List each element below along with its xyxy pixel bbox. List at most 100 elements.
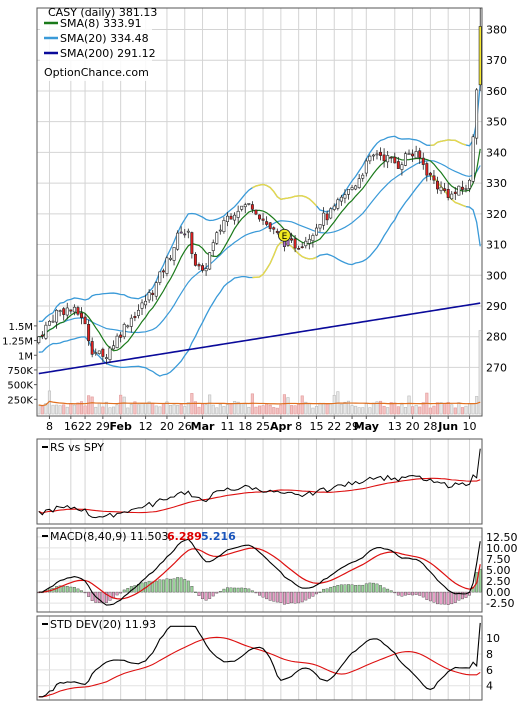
volume-bar (272, 407, 276, 415)
volume-bar (254, 406, 258, 415)
volume-bar (350, 405, 354, 415)
candle-body (94, 352, 98, 354)
volume-bar (371, 402, 375, 415)
candle-body (165, 257, 169, 274)
volume-bar (293, 405, 297, 415)
price-tick-label: 270 (486, 361, 507, 374)
candle-body (453, 191, 457, 194)
candle-body (169, 257, 172, 260)
volume-bar (403, 406, 408, 415)
std-line (38, 622, 481, 698)
volume-tick-label: 1M (18, 351, 33, 362)
volume-bar (225, 404, 230, 415)
volume-bar (378, 400, 383, 415)
price-tick-label: 350 (486, 116, 507, 129)
date-tick-label: 20 (160, 420, 174, 433)
bollinger-lower-line (38, 175, 481, 377)
macd-value-b: 5.216 (201, 530, 236, 543)
candle-body (193, 253, 197, 266)
volume-bar (446, 402, 450, 415)
macd-histogram-bar (311, 591, 315, 597)
candle-body (186, 230, 190, 233)
candle-body (243, 204, 247, 208)
volume-bar (460, 407, 464, 415)
volume-bar (332, 395, 336, 415)
macd-histogram-bar (428, 591, 432, 602)
volume-bar (115, 404, 119, 415)
macd-histogram-bar (240, 587, 244, 593)
volume-bar (457, 402, 461, 415)
macd-histogram-bar (450, 591, 454, 605)
volume-bar (126, 407, 130, 415)
macd-tick-label: 2.50 (486, 575, 511, 588)
macd-histogram-bar (339, 584, 343, 593)
candle-body (69, 309, 73, 312)
macd-line (38, 538, 481, 606)
price-tick-label: 290 (486, 300, 507, 313)
macd-histogram-bar (161, 579, 165, 593)
sma8-line (38, 148, 481, 352)
candle-body (250, 204, 254, 210)
macd-histogram-bar (336, 584, 340, 593)
macd-histogram-bar (69, 586, 73, 593)
candle-body (161, 270, 165, 273)
volume-bar (69, 403, 73, 415)
macd-histogram-bar (446, 591, 450, 605)
macd-histogram-bar (414, 591, 418, 595)
macd-histogram-bar (204, 591, 208, 601)
macd-histogram-bar (379, 585, 382, 593)
macd-histogram-bar (275, 591, 279, 603)
candle-body (290, 238, 294, 241)
volume-tick-label: 750K (7, 366, 33, 377)
candle-body (254, 209, 258, 215)
macd-histogram-bar (393, 591, 397, 594)
volume-bar (304, 401, 308, 415)
macd-histogram-bar (407, 591, 411, 596)
candle-body (204, 268, 208, 272)
macd-histogram-bar (357, 584, 361, 593)
macd-histogram-bar (325, 588, 329, 593)
volume-bar (475, 396, 479, 415)
volume-tick-label: 1.5M (8, 322, 33, 333)
candle-body (457, 185, 461, 196)
candle-body (304, 240, 308, 247)
volume-bar (414, 404, 418, 415)
volume-bar (83, 405, 87, 415)
volume-bar (144, 403, 148, 415)
volume-bar (282, 394, 286, 415)
volume-bar (158, 406, 162, 415)
macd-signal-line (38, 547, 481, 600)
volume-bar (197, 406, 201, 415)
volume-bar (40, 405, 44, 415)
candle-body (350, 187, 354, 190)
rs-average-line (38, 477, 481, 514)
date-tick-label: 8 (295, 420, 302, 433)
volume-bar (286, 397, 290, 415)
candle-body (403, 153, 407, 166)
macd-histogram-bar (58, 585, 62, 593)
candle-body (354, 185, 358, 190)
volume-bar (432, 405, 436, 415)
volume-bar (233, 401, 237, 415)
macd-histogram-bar (176, 577, 180, 593)
macd-histogram-bar (158, 579, 162, 593)
bollinger-upper-line (38, 84, 481, 323)
sma200-line (38, 302, 481, 375)
volume-bar (97, 402, 101, 415)
macd-tick-label: 5.00 (486, 564, 511, 577)
std-panel-frame (36, 615, 483, 701)
macd-histogram-bar (201, 591, 204, 600)
volume-bar (179, 404, 183, 415)
rs-title: RS vs SPY (50, 441, 104, 454)
macd-histogram-bar (104, 591, 108, 603)
candle-body (72, 306, 76, 313)
bollinger-squeeze-upper (430, 139, 467, 147)
candle-body (364, 160, 368, 174)
macd-panel-frame (36, 527, 483, 613)
price-tick-label: 370 (486, 54, 507, 67)
macd-histogram-bar (215, 591, 219, 594)
macd-histogram-bar (80, 590, 83, 593)
volume-bar (172, 404, 176, 415)
